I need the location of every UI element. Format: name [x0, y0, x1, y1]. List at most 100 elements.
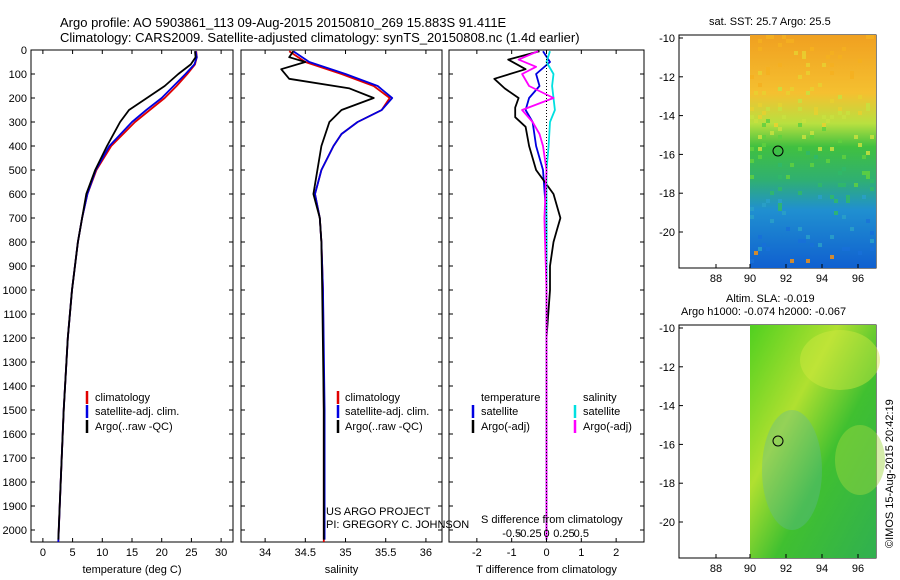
sst-pixel [786, 227, 790, 231]
sst-pixel [818, 243, 822, 247]
sst-pixel [842, 167, 846, 171]
x-tick-label: 1 [578, 547, 584, 559]
sst-pixel [782, 35, 786, 39]
x-tick-label: 20 [156, 547, 168, 559]
sst-pixel [798, 147, 802, 151]
sst-pixel [754, 91, 758, 95]
sst-pixel [830, 99, 834, 103]
sst-pixel [838, 171, 842, 175]
s-tick-label: 0.5 [574, 528, 589, 540]
sst-pixel [866, 103, 870, 107]
depth-tick-label: 500 [9, 165, 27, 177]
x-tick-label: 25 [185, 547, 197, 559]
sst-pixel [810, 243, 814, 247]
imos-stamp: ©IMOS 15-Aug-2015 20:42:19 [884, 399, 896, 548]
series-line [280, 50, 375, 540]
sst-pixel [818, 183, 822, 187]
map-x-tick-label: 96 [852, 273, 864, 285]
series-line [517, 50, 555, 540]
series-line [57, 51, 198, 542]
sst-pixel [778, 207, 782, 211]
sst-pixel [766, 247, 770, 251]
sst-pixel [834, 199, 838, 203]
sst-pixel [846, 111, 850, 115]
depth-tick-label: 900 [9, 261, 27, 273]
sst-pixel [778, 127, 782, 131]
sst-map-axes: 88 90 92 94 96 -10 -12 -14 -16 -18 -20 [659, 33, 864, 285]
series-line [292, 50, 394, 540]
legend-label: Argo(-adj) [481, 421, 530, 433]
depth-tick-label: 400 [9, 141, 27, 153]
x-tick-label: 35.5 [375, 547, 396, 559]
legend-label: climatology [345, 392, 401, 404]
sst-pixel [850, 227, 854, 231]
sst-pixel [870, 179, 874, 183]
sst-pixel [758, 155, 762, 159]
s-tick-label: -0.5 [502, 528, 521, 540]
sst-pixel [826, 55, 830, 59]
sst-pixel [842, 115, 846, 119]
sst-pixel [850, 71, 854, 75]
sst-pixel [842, 215, 846, 219]
depth-tick-label: 100 [9, 69, 27, 81]
sla-feature [762, 410, 822, 530]
sst-pixel [750, 107, 754, 111]
x-tick-label: 0 [543, 547, 549, 559]
x-tick-label: 5 [70, 547, 76, 559]
sst-pixel [758, 103, 762, 107]
sst-pixel [750, 115, 754, 119]
legend-label: satellite [583, 406, 620, 418]
sst-pixel [762, 111, 766, 115]
x-tick-label: 35 [339, 547, 351, 559]
sst-pixel [798, 227, 802, 231]
sst-pixel [762, 203, 766, 207]
sst-pixel [754, 119, 758, 123]
sst-pixel [866, 175, 870, 179]
sst-pixel [842, 155, 846, 159]
credit-pi: PI: GREGORY C. JOHNSON [326, 519, 469, 531]
sst-pixel [778, 87, 782, 91]
sst-pixel [798, 75, 802, 79]
x-tick-label: 36 [420, 547, 432, 559]
temperature-legend: climatology satellite-adj. clim. Argo(..… [85, 391, 179, 433]
sst-pixel [830, 115, 834, 119]
temperature-plot [57, 51, 198, 542]
sla-map-title-2: Argo h1000: -0.074 h2000: -0.067 [681, 306, 846, 318]
sst-pixel [758, 147, 762, 151]
depth-tick-label: 0 [21, 45, 27, 57]
sst-pixel [806, 91, 810, 95]
sst-pixel [830, 235, 834, 239]
depth-axis: 0 100 200 300 400 500 600 700 800 900 1000 1100 1200… [3, 45, 644, 537]
map-x-tick-label: 90 [744, 273, 756, 285]
sst-pixel [750, 259, 754, 263]
sst-pixel [758, 47, 762, 51]
sst-pixel [814, 107, 818, 111]
sst-pixel [822, 127, 826, 131]
map-x-tick-label: 96 [852, 563, 864, 575]
map-y-tick-label: -10 [659, 33, 675, 45]
map-x-tick-label: 94 [816, 563, 828, 575]
depth-tick-label: 1000 [3, 285, 27, 297]
difference-legend: temperature salinity satellite Argo(-adj… [471, 392, 632, 526]
depth-tick-label: 1500 [3, 405, 27, 417]
sst-pixel [870, 135, 874, 139]
map-x-tick-label: 92 [780, 273, 792, 285]
sst-pixel [806, 151, 810, 155]
x-axis-label: salinity [325, 564, 359, 576]
map-y-tick-label: -20 [659, 227, 675, 239]
sst-pixel [766, 71, 770, 75]
map-x-tick-label: 92 [780, 563, 792, 575]
sst-pixel [854, 183, 858, 187]
map-y-tick-label: -18 [659, 188, 675, 200]
map-y-tick-label: -16 [659, 149, 675, 161]
title-line-2: Climatology: CARS2009. Satellite-adjuste… [60, 30, 580, 45]
sst-pixel [766, 107, 770, 111]
sst-pixel [870, 247, 874, 251]
sst-pixel [842, 183, 846, 187]
sst-pixel [766, 119, 770, 123]
sst-pixel [762, 243, 766, 247]
map-x-tick-label: 88 [710, 563, 722, 575]
sst-pixel [762, 143, 766, 147]
sst-map-title: sat. SST: 25.7 Argo: 25.5 [709, 16, 831, 28]
sst-pixel [818, 147, 822, 151]
